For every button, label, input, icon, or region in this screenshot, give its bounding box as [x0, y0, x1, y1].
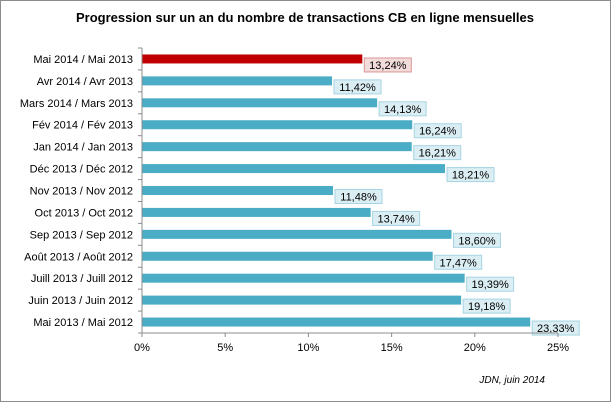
category-label-2: Avr 2014 / Avr 2013	[37, 76, 133, 88]
data-label-box-7	[334, 189, 383, 204]
category-label-1: Mai 2014 / Mai 2013	[33, 54, 133, 66]
data-label-8: 13,74%	[377, 213, 415, 225]
category-label-4: Fév 2014 / Fév 2013	[32, 120, 133, 132]
data-label-box-1	[363, 57, 412, 73]
data-label-box-10	[434, 254, 483, 270]
category-label-8: Oct 2013 / Oct 2012	[35, 207, 133, 219]
data-label-1: 13,24%	[369, 60, 407, 72]
x-tick-label-3: 15%	[381, 342, 403, 354]
data-label-13: 23,33%	[537, 323, 575, 335]
category-label-7: Nov 2013 / Nov 2012	[30, 186, 133, 198]
category-label-9: Sep 2013 / Sep 2012	[30, 229, 133, 241]
bar-9	[142, 229, 452, 239]
bar-11	[142, 273, 465, 283]
data-label-9: 18,60%	[458, 235, 496, 247]
bar-5	[142, 142, 412, 152]
data-label-box-4	[413, 123, 462, 139]
data-labels-layer: 13,24% 11,42% 14,13% 16,24% 16,21% 18,21% 11,4…	[333, 57, 580, 336]
category-label-5: Jan 2014 / Jan 2013	[33, 142, 133, 154]
data-label-box-12	[462, 298, 511, 314]
data-label-box-8	[372, 210, 421, 226]
data-label-5: 16,21%	[419, 148, 457, 160]
data-label-2: 11,42%	[339, 82, 376, 94]
data-label-10: 17,47%	[440, 257, 478, 269]
bar-1	[142, 54, 363, 64]
data-label-box-5	[413, 145, 462, 161]
bar-8	[142, 207, 371, 217]
data-label-6: 18,21%	[452, 170, 490, 182]
data-label-box-9	[453, 232, 502, 248]
x-axis: 0% 5% 10% 15% 20% 25%	[134, 47, 569, 354]
category-label-12: Juin 2013 / Juin 2012	[28, 295, 133, 307]
x-tick-label-0: 0%	[134, 342, 150, 354]
category-label-10: Août 2013 / Août 2012	[24, 251, 133, 263]
bar-4	[142, 120, 413, 130]
x-tick-label-2: 10%	[297, 342, 319, 354]
bar-12	[142, 295, 462, 305]
data-label-11: 19,39%	[471, 279, 509, 291]
category-label-6: Déc 2013 / Déc 2012	[30, 164, 133, 176]
bar-6	[142, 164, 446, 174]
x-tick-label-4: 20%	[464, 342, 486, 354]
x-tick-label-1: 5%	[217, 342, 233, 354]
category-labels: Mai 2014 / Mai 2013 Avr 2014 / Avr 2013 Ma…	[20, 54, 133, 329]
category-label-11: Juill 2013 / Juill 2012	[31, 273, 133, 285]
chart-title: Progression sur un an du nombre de trans…	[76, 10, 534, 25]
data-label-box-2	[333, 79, 382, 95]
source-note: JDN, juin 2014	[478, 375, 545, 386]
bar-10	[142, 251, 433, 261]
data-label-box-6	[446, 167, 495, 183]
bar-2	[142, 76, 333, 86]
category-label-13: Mai 2013 / Mai 2012	[33, 317, 133, 329]
data-label-7: 11,48%	[340, 192, 377, 204]
bar-3	[142, 98, 378, 108]
data-label-12: 19,18%	[468, 301, 506, 313]
data-label-box-13	[531, 320, 580, 336]
bars-layer	[142, 54, 531, 327]
bar-7	[142, 186, 334, 195]
data-label-4: 16,24%	[419, 126, 457, 138]
category-label-3: Mars 2014 / Mars 2013	[20, 98, 133, 110]
x-tick-label-5: 25%	[547, 342, 569, 354]
bar-13	[142, 317, 531, 327]
data-label-box-3	[378, 101, 427, 117]
data-label-3: 14,13%	[384, 104, 422, 116]
data-label-box-11	[466, 276, 515, 292]
